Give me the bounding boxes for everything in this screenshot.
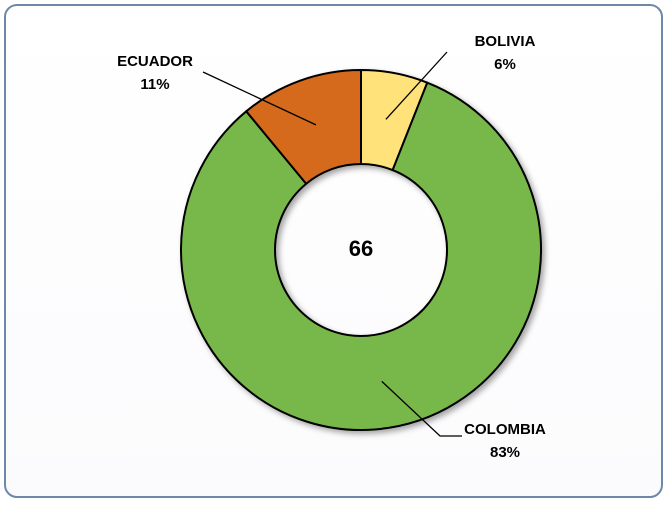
donut xyxy=(180,68,542,431)
chart-frame xyxy=(4,4,663,498)
slice-label: COLOMBIA xyxy=(464,421,546,438)
donut-slice xyxy=(180,81,542,431)
slice-value-label: 6% xyxy=(494,56,516,73)
slice-value-label: 11% xyxy=(140,76,169,93)
leader-line xyxy=(385,51,448,120)
leader-line xyxy=(381,380,462,437)
center-label: 66 xyxy=(349,236,373,261)
slice-label: BOLIVIA xyxy=(475,33,536,50)
slice-label: ECUADOR xyxy=(117,53,193,70)
donut-slice xyxy=(244,68,362,186)
leader-line xyxy=(202,71,317,126)
slice-value-label: 83% xyxy=(490,444,520,461)
